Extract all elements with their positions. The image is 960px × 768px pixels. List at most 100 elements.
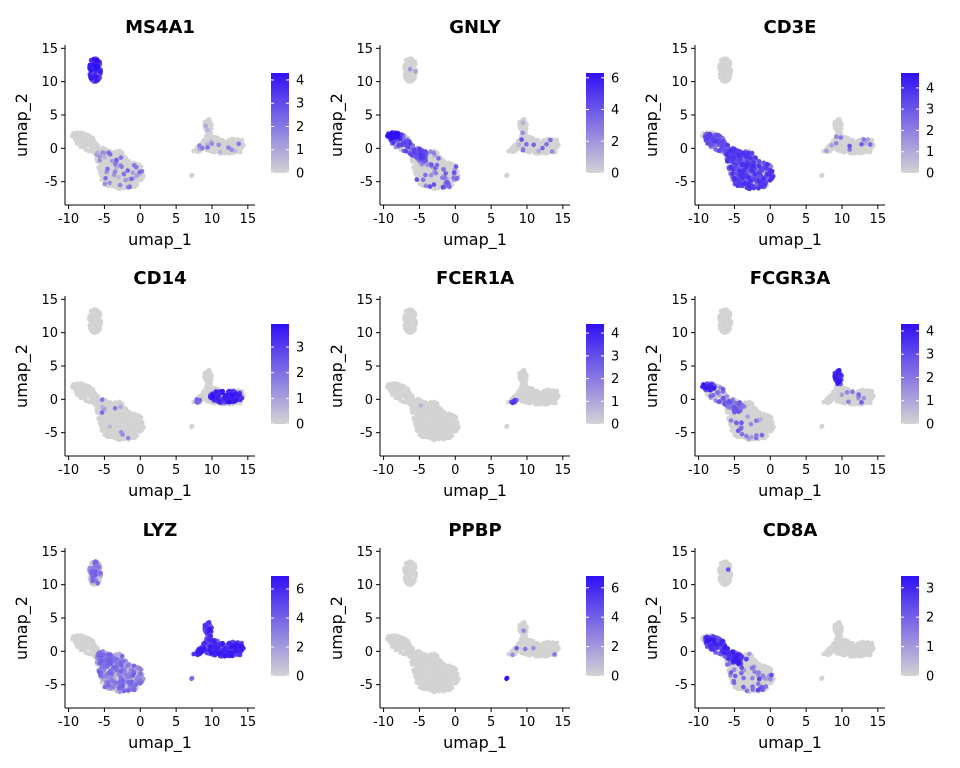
data-point [730,171,735,177]
data-point [112,169,118,175]
panel-title: CD3E [764,17,817,38]
y-tick-label: -5 [45,426,58,441]
data-point [103,176,108,181]
data-point [219,138,225,143]
data-point [137,169,142,175]
x-tick-label: -5 [413,212,426,227]
x-tick-label: -10 [688,212,709,227]
data-point [728,148,734,153]
data-point [99,410,105,415]
data-point [423,172,428,178]
x-tick-label: -10 [373,212,394,227]
data-point [117,182,123,188]
data-point [417,146,422,152]
data-point [201,393,207,399]
data-point [735,183,740,188]
data-point [125,168,130,173]
x-tick-label: 10 [204,212,221,227]
data-point [409,313,414,319]
data-point [112,181,117,187]
data-point [77,136,83,142]
data-point [429,162,434,167]
data-point [113,161,118,167]
panel-title: MS4A1 [125,17,195,38]
x-axis-label: umap_1 [443,230,507,250]
data-point [440,185,446,190]
x-tick-label: 15 [555,212,572,227]
data-point [715,132,721,138]
data-point [724,152,729,158]
data-point [724,158,730,164]
data-point [428,172,434,178]
data-point [401,140,406,146]
data-point [106,150,111,156]
data-point [102,181,107,187]
data-point [88,68,94,73]
data-point [409,62,414,68]
data-point [431,182,437,187]
y-tick-label: 5 [50,360,58,375]
data-point [105,166,110,172]
data-point [744,164,749,169]
data-point [126,423,132,429]
data-point [216,142,221,148]
data-point [819,172,825,178]
data-point [116,175,121,180]
data-point [751,164,756,169]
data-point [753,155,758,161]
panel-ms4a1: MS4A1-10 -5 0 5 10 15-5051015umap_1umap_20123… [12,17,304,250]
scatter-points [385,56,561,192]
data-point [93,65,98,70]
data-point [125,435,131,441]
data-point [200,145,205,151]
x-axis-label: umap_1 [758,230,822,250]
colorbar-tick-label: 1 [296,143,304,158]
data-point [732,161,737,166]
data-point [391,140,396,146]
x-tick-label: 0 [136,463,144,478]
data-point [756,163,762,169]
data-point [725,142,730,148]
data-point [413,169,418,175]
data-point [423,183,429,188]
data-point [130,431,135,436]
data-point [530,135,536,141]
data-point [433,165,438,171]
data-point [441,167,446,172]
data-point [219,389,224,394]
colorbar-tick-label: 4 [611,103,619,118]
data-point [201,389,206,395]
data-point [861,137,866,142]
data-point [407,141,413,146]
data-point [854,147,859,153]
data-point [752,172,758,177]
colorbar-tick-label: 2 [296,120,304,135]
y-tick-label: 0 [50,142,58,157]
scatter-points [385,307,561,443]
data-point [87,148,92,153]
data-point [403,73,409,79]
data-point [834,134,839,140]
data-point [113,423,119,429]
data-point [210,393,215,399]
data-point [403,68,409,73]
data-point [418,155,424,160]
data-point [443,171,449,176]
data-point [118,413,124,418]
data-point [756,159,762,164]
data-point [510,146,516,151]
data-point [213,389,219,394]
data-point [718,73,724,79]
data-point [86,140,91,146]
x-tick-label: -5 [728,212,741,227]
data-point [739,170,744,175]
data-point [129,176,134,182]
data-point [549,145,555,150]
data-point [412,149,417,155]
data-point [403,319,409,325]
data-point [189,172,195,178]
y-tick-label: 10 [356,75,373,90]
data-point [106,419,111,424]
x-tick-label: 0 [136,212,144,227]
data-point [432,176,438,181]
